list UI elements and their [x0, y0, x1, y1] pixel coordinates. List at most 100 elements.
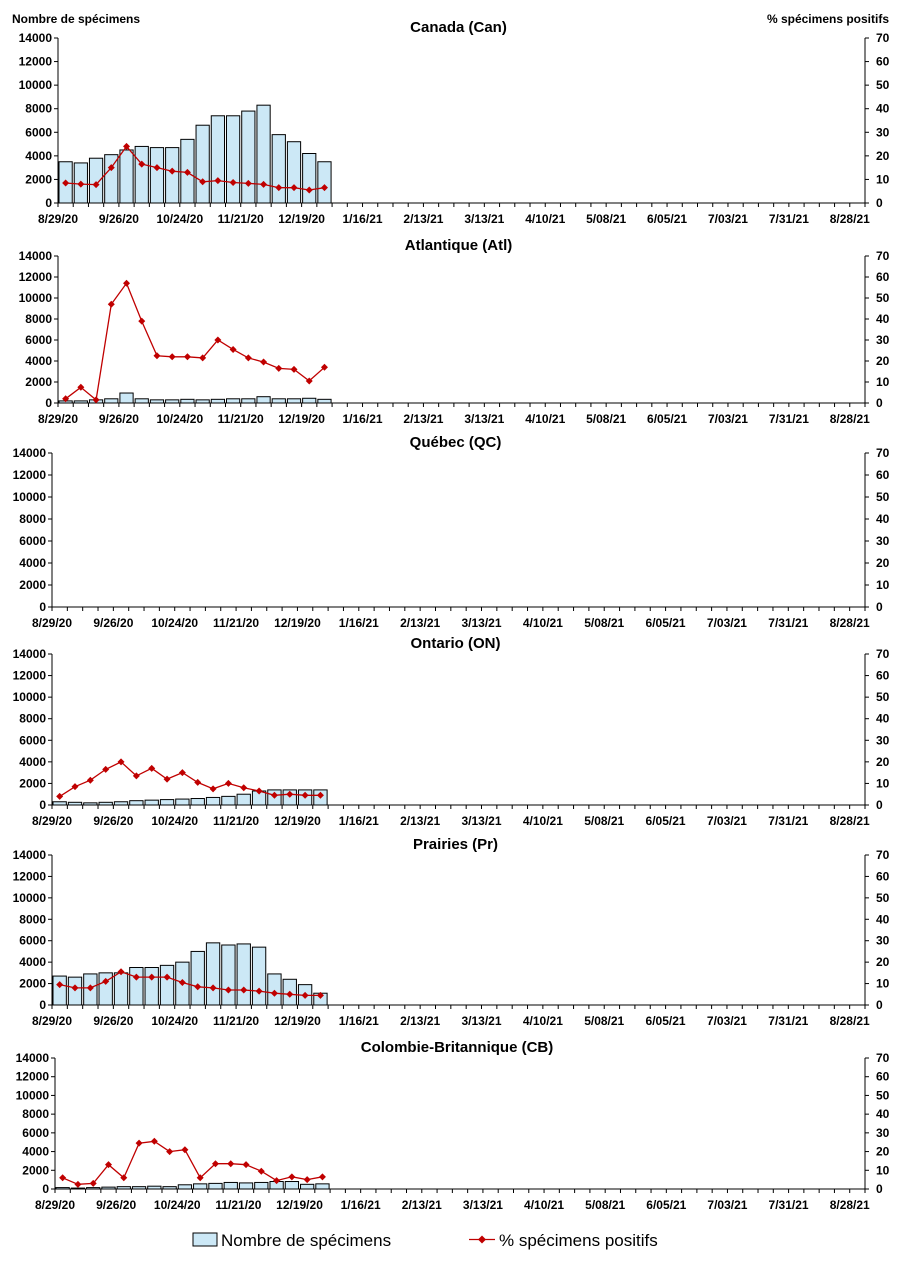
y-tick-label-left: 2000 — [22, 1163, 49, 1177]
positivity-marker — [86, 776, 94, 784]
positivity-marker — [163, 775, 171, 783]
x-tick-label: 11/21/20 — [213, 814, 259, 828]
y-tick-label-left: 0 — [42, 1182, 49, 1196]
y-tick-label-right: 50 — [876, 1088, 890, 1102]
x-tick-label: 12/19/20 — [274, 814, 321, 828]
x-tick-label: 7/03/21 — [708, 412, 748, 426]
positivity-marker — [92, 181, 100, 189]
bar — [177, 1184, 193, 1190]
positivity-marker — [183, 353, 191, 361]
x-tick-label: 12/19/20 — [276, 1198, 323, 1212]
bar — [238, 1182, 254, 1190]
positivity-marker — [244, 179, 252, 187]
y-tick-label-right: 60 — [876, 270, 890, 284]
positivity-marker — [224, 779, 232, 787]
positivity-marker — [123, 142, 131, 150]
positivity-marker — [92, 396, 100, 404]
x-tick-label: 8/29/20 — [35, 1198, 75, 1212]
positivity-marker — [148, 973, 156, 981]
bar — [190, 798, 205, 806]
x-tick-label: 3/13/21 — [464, 212, 504, 226]
x-tick-label: 11/21/20 — [213, 616, 259, 630]
positivity-marker — [196, 1174, 204, 1182]
x-tick-label: 10/24/20 — [151, 814, 198, 828]
y-tick-label-left: 8000 — [25, 102, 52, 116]
bar — [144, 799, 159, 806]
y-tick-label-left: 0 — [39, 600, 46, 614]
y-tick-label-left: 0 — [45, 196, 52, 210]
y-tick-label-right: 40 — [876, 512, 890, 526]
x-tick-label: 2/13/21 — [400, 616, 440, 630]
y-tick-label-right: 30 — [876, 1126, 890, 1140]
y-tick-label-left: 14000 — [19, 249, 53, 263]
x-tick-label: 12/19/20 — [274, 1014, 321, 1028]
bar — [52, 975, 67, 1006]
y-tick-label-right: 40 — [876, 312, 890, 326]
bar — [286, 141, 302, 204]
legend-bar-swatch — [192, 1232, 218, 1247]
y-tick-label-left: 14000 — [19, 31, 53, 45]
y-tick-label-left: 0 — [39, 798, 46, 812]
y-tick-label-left: 8000 — [22, 1107, 49, 1121]
positivity-marker — [117, 758, 125, 766]
positivity-marker — [183, 168, 191, 176]
y-tick-label-left: 6000 — [19, 534, 46, 548]
positivity-marker — [305, 186, 313, 194]
y-tick-label-left: 14000 — [13, 647, 47, 661]
y-tick-label-left: 6000 — [19, 733, 46, 747]
positivity-marker — [305, 377, 313, 385]
y-tick-label-left: 10000 — [13, 490, 47, 504]
y-tick-label-right: 0 — [876, 798, 883, 812]
x-tick-label: 1/16/21 — [339, 1014, 379, 1028]
x-tick-label: 5/08/21 — [586, 212, 626, 226]
x-tick-label: 10/24/20 — [151, 1014, 198, 1028]
bar — [104, 398, 119, 404]
y-tick-label-right: 40 — [876, 912, 890, 926]
x-tick-label: 8/29/20 — [32, 814, 72, 828]
bar — [165, 147, 180, 204]
bar — [256, 104, 271, 204]
y-tick-label-right: 20 — [876, 955, 890, 969]
x-tick-label: 5/08/21 — [586, 412, 626, 426]
y-tick-label-left: 12000 — [13, 468, 47, 482]
y-tick-label-left: 8000 — [19, 912, 46, 926]
bar — [254, 1181, 269, 1190]
legend: Nombre de spécimens % spécimens positifs — [192, 1231, 658, 1250]
positivity-marker — [320, 184, 328, 192]
y-tick-label-right: 40 — [876, 1107, 890, 1121]
legend-line-label: % spécimens positifs — [499, 1231, 658, 1250]
y-tick-label-right: 20 — [876, 1145, 890, 1159]
x-tick-label: 4/10/21 — [523, 814, 563, 828]
x-tick-label: 8/28/21 — [830, 616, 870, 630]
x-tick-label: 1/16/21 — [343, 212, 383, 226]
x-tick-label: 1/16/21 — [341, 1198, 381, 1212]
bar — [315, 1183, 330, 1190]
bar — [236, 793, 251, 806]
positivity-marker — [273, 1177, 281, 1185]
y-tick-label-right: 50 — [876, 690, 890, 704]
bar — [129, 967, 144, 1006]
y-tick-label-left: 4000 — [19, 755, 46, 769]
y-tick-label-left: 6000 — [19, 934, 46, 948]
x-tick-label: 1/16/21 — [339, 814, 379, 828]
left-axis-title: Nombre de spécimens — [12, 12, 140, 26]
y-tick-label-right: 60 — [876, 468, 890, 482]
y-tick-label-right: 40 — [876, 712, 890, 726]
y-tick-label-right: 20 — [876, 149, 890, 163]
y-tick-label-right: 40 — [876, 102, 890, 116]
x-tick-label: 7/03/21 — [707, 1014, 747, 1028]
positivity-marker — [166, 1148, 174, 1156]
x-tick-label: 5/08/21 — [584, 616, 624, 630]
positivity-marker — [240, 784, 248, 792]
x-tick-label: 6/05/21 — [646, 616, 686, 630]
positivity-marker — [318, 1173, 326, 1181]
bar — [210, 115, 225, 204]
positivity-marker — [56, 981, 64, 989]
bar — [129, 800, 144, 806]
x-tick-label: 11/21/20 — [213, 1014, 259, 1028]
y-tick-label-left: 0 — [45, 396, 52, 410]
positivity-marker — [209, 984, 217, 992]
chart-title: Atlantique (Atl) — [405, 237, 512, 254]
y-tick-label-right: 10 — [876, 172, 890, 186]
positivity-marker — [102, 765, 110, 773]
